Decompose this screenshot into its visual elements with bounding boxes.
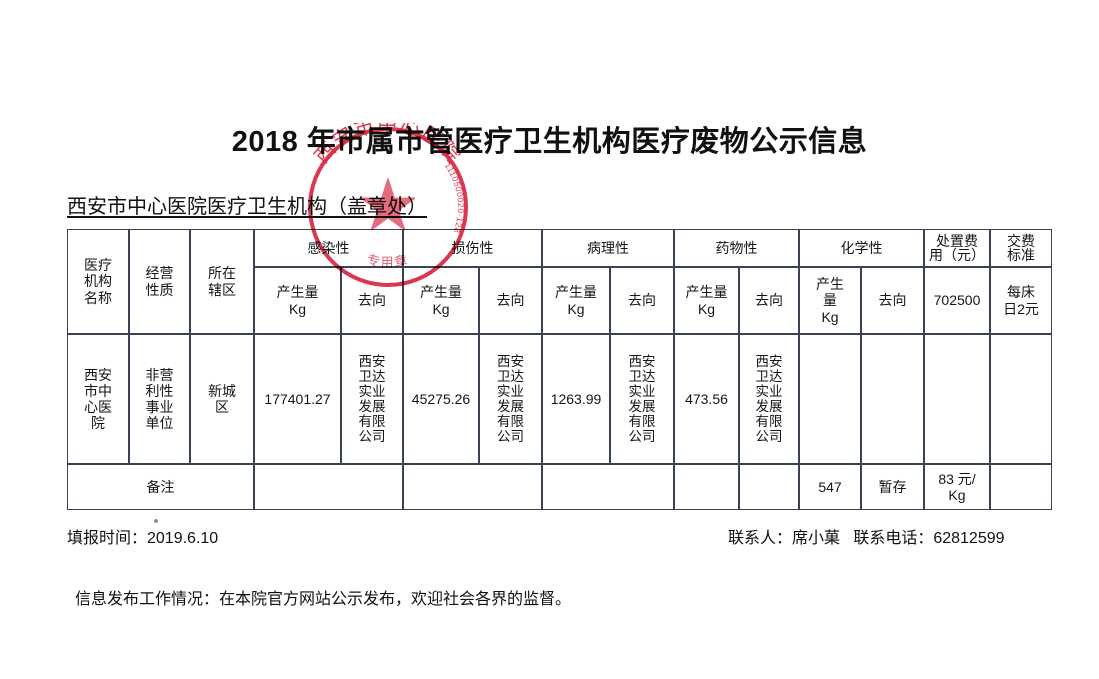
- svg-text:专用章: 专用章: [365, 252, 411, 270]
- svg-text:西安市中心医院: 西安市中心医院: [311, 123, 466, 168]
